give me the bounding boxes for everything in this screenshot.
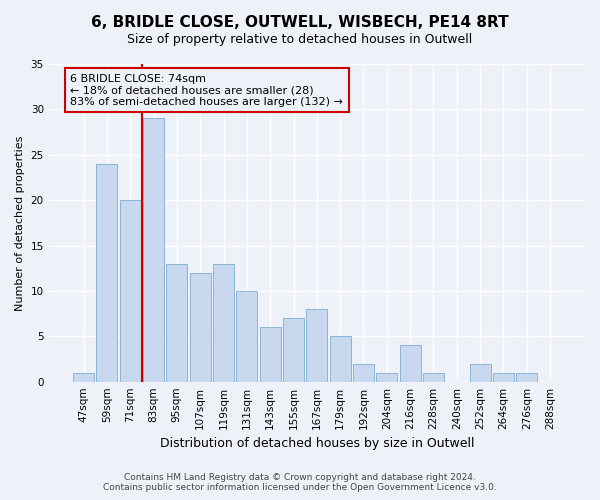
Bar [353, 364, 374, 382]
Text: Contains HM Land Registry data © Crown copyright and database right 2024.
Contai: Contains HM Land Registry data © Crown c… [103, 473, 497, 492]
Bar [283, 318, 304, 382]
Bar [260, 327, 281, 382]
Bar [470, 364, 491, 382]
Bar [376, 372, 397, 382]
Bar [120, 200, 140, 382]
Text: 6, BRIDLE CLOSE, OUTWELL, WISBECH, PE14 8RT: 6, BRIDLE CLOSE, OUTWELL, WISBECH, PE14 … [91, 15, 509, 30]
Bar [213, 264, 234, 382]
Bar [97, 164, 118, 382]
Bar [166, 264, 187, 382]
Bar [143, 118, 164, 382]
Bar [236, 291, 257, 382]
Y-axis label: Number of detached properties: Number of detached properties [15, 135, 25, 310]
Text: 6 BRIDLE CLOSE: 74sqm
← 18% of detached houses are smaller (28)
83% of semi-deta: 6 BRIDLE CLOSE: 74sqm ← 18% of detached … [70, 74, 343, 106]
Bar [307, 309, 328, 382]
Text: Size of property relative to detached houses in Outwell: Size of property relative to detached ho… [127, 32, 473, 46]
Bar [400, 346, 421, 382]
Bar [190, 273, 211, 382]
Bar [516, 372, 537, 382]
Bar [73, 372, 94, 382]
X-axis label: Distribution of detached houses by size in Outwell: Distribution of detached houses by size … [160, 437, 474, 450]
Bar [493, 372, 514, 382]
Bar [329, 336, 350, 382]
Bar [423, 372, 444, 382]
